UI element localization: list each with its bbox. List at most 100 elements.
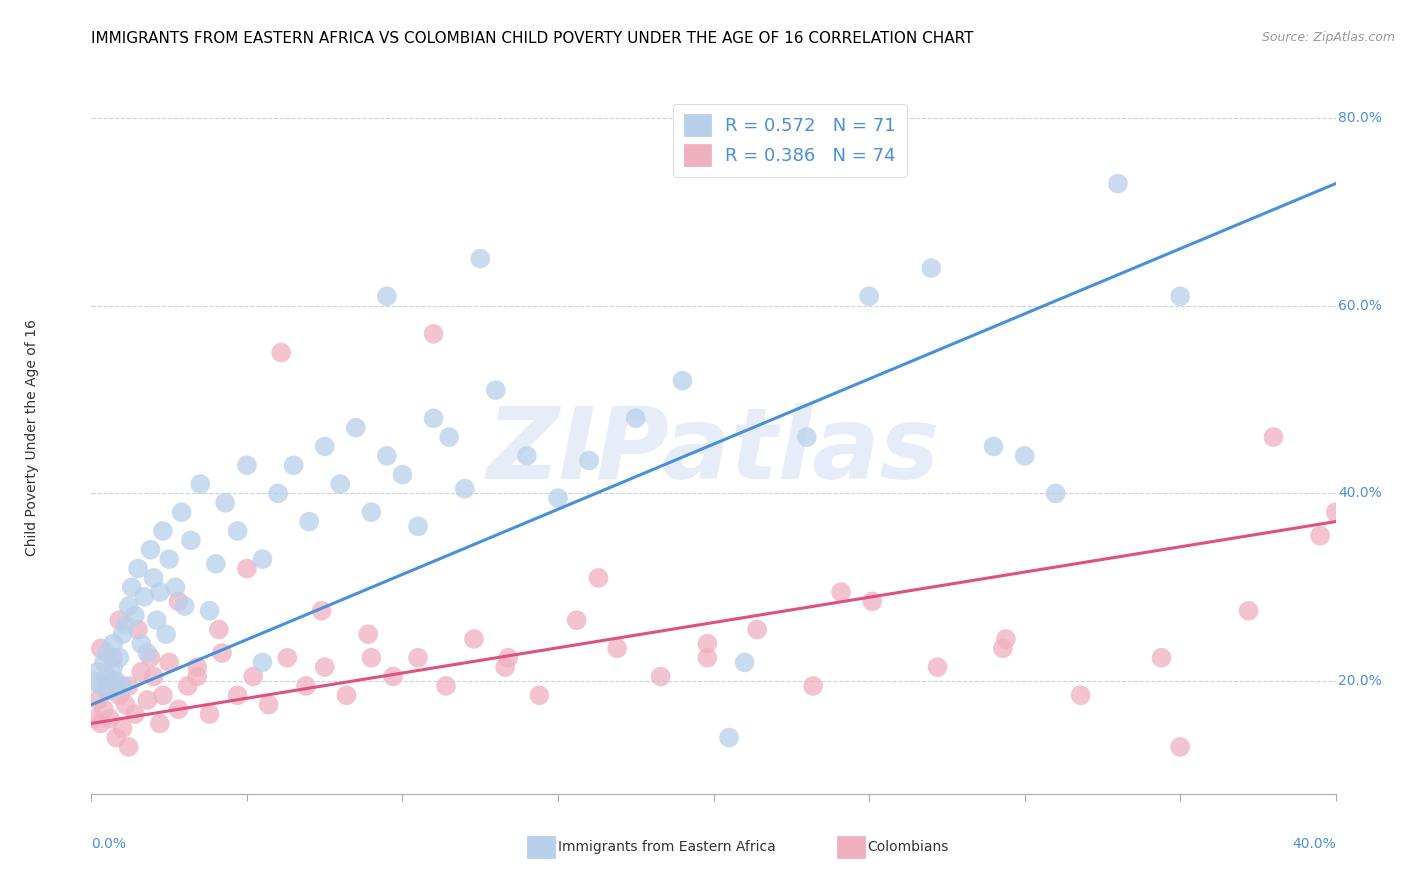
- Point: [96, 679, 118, 693]
- Point: [93, 702, 115, 716]
- Point: [1168, 289, 1191, 303]
- Point: [198, 604, 221, 618]
- Point: [1150, 650, 1173, 665]
- Point: [93, 656, 115, 670]
- Point: [991, 641, 1014, 656]
- Point: [177, 679, 200, 693]
- Point: [734, 656, 756, 670]
- Point: [98, 683, 121, 698]
- Point: [186, 660, 208, 674]
- Point: [745, 623, 768, 637]
- Point: [83, 674, 105, 689]
- Point: [83, 712, 105, 726]
- Text: IMMIGRANTS FROM EASTERN AFRICA VS COLOMBIAN CHILD POVERTY UNDER THE AGE OF 16 CO: IMMIGRANTS FROM EASTERN AFRICA VS COLOMB…: [91, 31, 974, 46]
- Point: [101, 674, 124, 689]
- Point: [344, 420, 367, 434]
- Point: [90, 641, 112, 656]
- Point: [136, 646, 159, 660]
- Point: [108, 650, 131, 665]
- Point: [406, 519, 429, 533]
- Point: [208, 623, 231, 637]
- Point: [111, 627, 134, 641]
- Point: [142, 669, 165, 683]
- Point: [1107, 177, 1129, 191]
- Point: [920, 261, 942, 276]
- Point: [994, 632, 1017, 646]
- Point: [858, 289, 880, 303]
- Point: [470, 252, 492, 266]
- Point: [96, 669, 118, 683]
- Point: [98, 712, 121, 726]
- Point: [118, 599, 141, 613]
- Point: [588, 571, 610, 585]
- Point: [121, 580, 143, 594]
- Point: [236, 458, 259, 473]
- Point: [718, 731, 741, 745]
- Text: Child Poverty Under the Age of 16: Child Poverty Under the Age of 16: [25, 318, 38, 556]
- Point: [114, 698, 136, 712]
- Point: [485, 383, 508, 397]
- Point: [205, 557, 228, 571]
- Point: [167, 702, 190, 716]
- Point: [565, 613, 588, 627]
- Point: [198, 707, 221, 722]
- Point: [214, 496, 236, 510]
- Point: [114, 618, 136, 632]
- Point: [124, 707, 146, 722]
- Point: [375, 289, 398, 303]
- Point: [127, 623, 149, 637]
- Point: [298, 515, 321, 529]
- Point: [170, 505, 193, 519]
- Point: [152, 688, 174, 702]
- Point: [242, 669, 264, 683]
- Point: [314, 660, 336, 674]
- Point: [516, 449, 538, 463]
- Point: [796, 430, 818, 444]
- Text: 0.0%: 0.0%: [91, 837, 127, 851]
- Point: [1014, 449, 1036, 463]
- Point: [311, 604, 333, 618]
- Point: [360, 650, 382, 665]
- Point: [1168, 739, 1191, 754]
- Point: [96, 646, 118, 660]
- Point: [180, 533, 202, 548]
- Point: [650, 669, 672, 683]
- Point: [696, 650, 718, 665]
- Point: [606, 641, 628, 656]
- Text: Source: ZipAtlas.com: Source: ZipAtlas.com: [1261, 31, 1395, 45]
- Point: [105, 674, 128, 689]
- Point: [118, 739, 141, 754]
- Point: [335, 688, 357, 702]
- Point: [157, 552, 180, 566]
- Point: [357, 627, 380, 641]
- Point: [167, 594, 190, 608]
- Point: [801, 679, 824, 693]
- Text: 80.0%: 80.0%: [1339, 111, 1382, 125]
- Point: [211, 646, 233, 660]
- Point: [314, 440, 336, 454]
- Point: [437, 430, 460, 444]
- Point: [105, 731, 128, 745]
- Point: [226, 524, 249, 538]
- Point: [671, 374, 693, 388]
- Point: [329, 477, 352, 491]
- Point: [453, 482, 475, 496]
- Point: [139, 650, 162, 665]
- Point: [1324, 505, 1347, 519]
- Point: [434, 679, 457, 693]
- Point: [422, 326, 444, 341]
- Point: [142, 571, 165, 585]
- Point: [101, 650, 124, 665]
- Point: [139, 542, 162, 557]
- Point: [90, 716, 112, 731]
- Point: [86, 693, 108, 707]
- Point: [173, 599, 195, 613]
- Point: [360, 505, 382, 519]
- Point: [375, 449, 398, 463]
- Point: [134, 590, 156, 604]
- Text: ZIPatlas: ZIPatlas: [486, 403, 941, 500]
- Point: [1263, 430, 1285, 444]
- Point: [1309, 529, 1331, 543]
- Point: [188, 477, 211, 491]
- Point: [101, 660, 124, 674]
